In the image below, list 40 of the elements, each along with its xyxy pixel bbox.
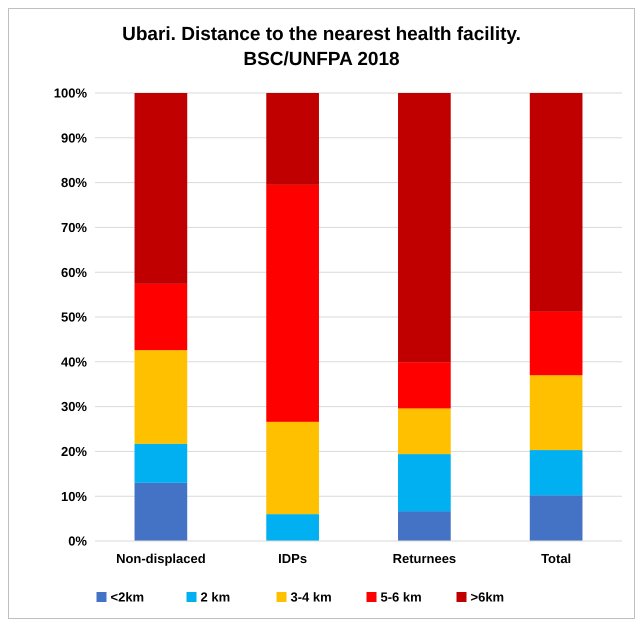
bar bbox=[134, 482, 188, 541]
x-tick-label: Returnees bbox=[392, 551, 456, 566]
bar bbox=[398, 454, 451, 512]
y-tick-label: 30% bbox=[60, 399, 88, 414]
x-tick-label: Total bbox=[541, 551, 572, 566]
x-tick-label: Non-displaced bbox=[116, 551, 206, 566]
bar bbox=[530, 375, 582, 450]
legend-label: 2 km bbox=[200, 590, 230, 605]
bar bbox=[398, 362, 451, 408]
x-tick-label: IDPs bbox=[278, 551, 308, 566]
y-tick-label: 0% bbox=[68, 534, 88, 549]
legend-label: >6km bbox=[470, 590, 504, 605]
bar bbox=[398, 93, 451, 362]
legend-label: 3-4 km bbox=[290, 590, 332, 605]
y-tick-label: 10% bbox=[60, 488, 88, 504]
bar bbox=[134, 350, 188, 444]
y-tick-label: 70% bbox=[60, 220, 88, 235]
bar bbox=[134, 93, 188, 284]
y-tick-label: 60% bbox=[60, 264, 88, 280]
legend-label: <2km bbox=[110, 590, 144, 605]
bar bbox=[134, 444, 188, 483]
bar bbox=[398, 408, 451, 454]
bar bbox=[266, 184, 319, 422]
y-tick-label: 20% bbox=[60, 444, 88, 459]
bar bbox=[530, 450, 582, 496]
chart-title: Ubari. Distance to the nearest health facility. BSC/UNFPA 2018 bbox=[122, 24, 521, 70]
y-tick-label: 90% bbox=[60, 130, 88, 146]
bar bbox=[134, 284, 188, 350]
bar bbox=[530, 93, 582, 312]
y-tick-label: 100% bbox=[54, 86, 88, 101]
legend-label: 5-6 km bbox=[380, 590, 422, 605]
bar bbox=[266, 514, 319, 541]
bar bbox=[530, 495, 582, 541]
y-tick-label: 80% bbox=[60, 175, 88, 190]
bar bbox=[266, 93, 319, 185]
y-tick-label: 40% bbox=[60, 354, 88, 370]
bar bbox=[398, 511, 451, 541]
y-tick-label: 50% bbox=[60, 310, 88, 325]
bar bbox=[266, 422, 319, 514]
bar bbox=[530, 312, 582, 376]
